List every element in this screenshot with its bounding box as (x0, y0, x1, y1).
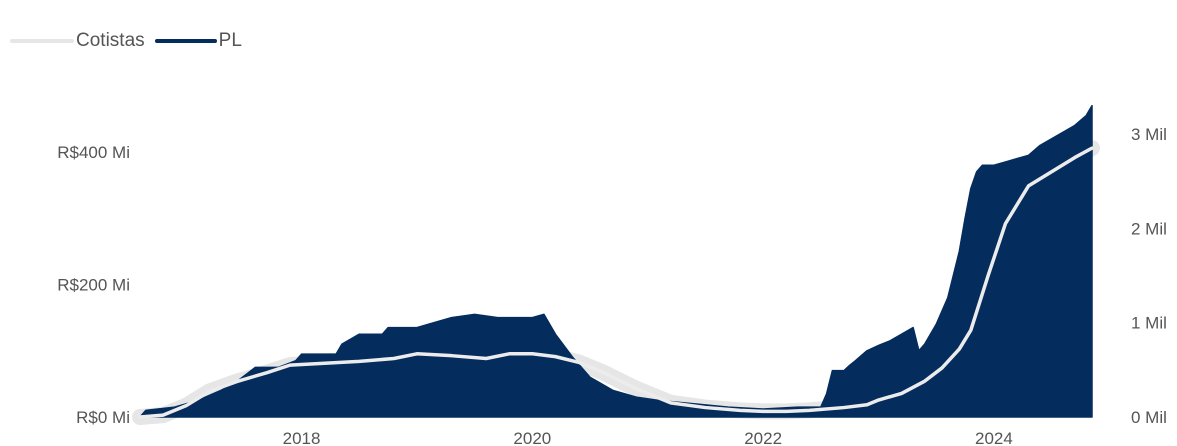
left-axis-ticks: R$0 Mi R$200 Mi R$400 Mi (57, 143, 130, 427)
y-right-tick-label: 1 Mil (1131, 314, 1167, 333)
y-left-tick-label: R$400 Mi (57, 143, 130, 162)
y-left-tick-label: R$0 Mi (76, 408, 130, 427)
legend-item-pl[interactable]: PL (145, 30, 242, 52)
cotistas-line-layer (138, 146, 1094, 419)
legend-swatch-pl (154, 39, 217, 43)
x-tick-label: 2018 (283, 429, 321, 446)
legend-label-cotistas: Cotistas (76, 30, 145, 51)
x-tick-label: 2022 (744, 429, 782, 446)
right-axis-ticks: 0 Mil 1 Mil 2 Mil 3 Mil (1131, 125, 1167, 427)
x-tick-label: 2024 (975, 429, 1013, 446)
pl-area-layer (139, 104, 1093, 418)
y-right-tick-label: 2 Mil (1131, 219, 1167, 238)
legend-swatch-cotistas (10, 39, 74, 43)
legend-label-pl: PL (218, 30, 242, 51)
x-axis-ticks: 2018 2020 2022 2024 (283, 429, 1013, 446)
y-left-tick-label: R$200 Mi (57, 276, 130, 295)
legend-item-cotistas[interactable]: Cotistas (10, 30, 145, 52)
cotistas-series-line (138, 146, 1094, 419)
y-right-tick-label: 0 Mil (1131, 408, 1167, 427)
x-tick-label: 2020 (513, 429, 551, 446)
pl-series-area (139, 104, 1093, 418)
y-right-tick-label: 3 Mil (1131, 125, 1167, 144)
chart-legend: Cotistas PL (10, 28, 242, 54)
